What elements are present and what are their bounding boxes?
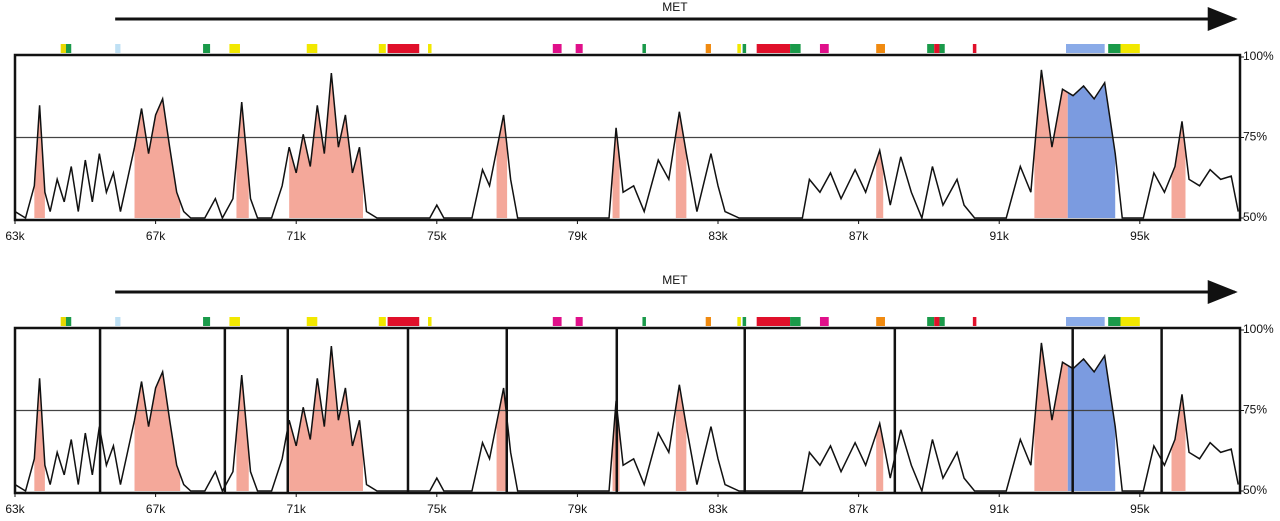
repeat-feature xyxy=(115,317,121,326)
repeat-feature xyxy=(1066,317,1105,326)
repeat-feature xyxy=(1120,317,1140,326)
repeat-feature xyxy=(428,317,432,326)
repeat-feature xyxy=(876,44,885,53)
repeat-feature xyxy=(934,44,940,53)
repeat-feature xyxy=(790,44,801,53)
conserved-region xyxy=(1067,82,1116,218)
x-tick-label: 95k xyxy=(1130,229,1150,243)
repeat-feature xyxy=(756,44,791,53)
x-tick-label: 91k xyxy=(990,502,1010,516)
conserved-region xyxy=(34,105,45,218)
repeat-feature xyxy=(203,317,211,326)
repeat-feature xyxy=(552,317,562,326)
conserved-region xyxy=(1034,69,1068,218)
conserved-region xyxy=(134,98,181,218)
x-tick-label: 63k xyxy=(5,502,25,516)
conserved-region xyxy=(134,371,181,491)
repeat-feature xyxy=(876,317,885,326)
x-tick-label: 75k xyxy=(427,229,447,243)
conserved-region xyxy=(1171,121,1186,218)
repeat-feature xyxy=(65,317,72,326)
x-tick-label: 75k xyxy=(427,502,447,516)
x-tick-label: 71k xyxy=(287,502,307,516)
x-tick-label: 67k xyxy=(146,502,166,516)
x-tick-label: 83k xyxy=(708,502,728,516)
conserved-region xyxy=(34,378,45,491)
repeat-feature xyxy=(790,317,801,326)
repeat-feature xyxy=(927,44,935,53)
repeat-feature xyxy=(939,44,945,53)
conserved-region xyxy=(876,150,884,218)
y-tick-label: 100% xyxy=(1243,322,1274,336)
repeat-feature xyxy=(387,317,420,326)
conserved-region xyxy=(1067,355,1116,491)
repeat-feature xyxy=(1108,44,1121,53)
x-tick-label: 79k xyxy=(568,502,588,516)
repeat-feature xyxy=(1108,317,1121,326)
repeat-feature xyxy=(203,44,211,53)
x-tick-label: 83k xyxy=(708,229,728,243)
repeat-feature xyxy=(737,44,741,53)
conserved-region xyxy=(876,423,884,491)
repeat-feature xyxy=(972,44,977,53)
repeat-feature xyxy=(575,44,583,53)
repeat-feature xyxy=(60,317,66,326)
repeat-feature xyxy=(378,44,386,53)
x-tick-label: 87k xyxy=(849,502,869,516)
conserved-region xyxy=(1034,342,1068,491)
repeat-feature xyxy=(60,44,66,53)
x-tick-label: 67k xyxy=(146,229,166,243)
repeat-feature xyxy=(575,317,583,326)
repeat-feature xyxy=(428,44,432,53)
repeat-feature xyxy=(229,44,240,53)
x-tick-label: 95k xyxy=(1130,502,1150,516)
repeat-feature xyxy=(306,44,318,53)
repeat-feature xyxy=(65,44,72,53)
repeat-feature xyxy=(705,317,711,326)
repeat-feature xyxy=(819,44,829,53)
gene-name: MET xyxy=(662,0,688,14)
repeat-feature xyxy=(1066,44,1105,53)
y-tick-label: 75% xyxy=(1243,403,1267,417)
repeat-feature xyxy=(378,317,386,326)
y-tick-label: 50% xyxy=(1243,483,1267,497)
repeat-feature xyxy=(552,44,562,53)
y-tick-label: 50% xyxy=(1243,210,1267,224)
repeat-feature xyxy=(742,317,747,326)
y-tick-label: 75% xyxy=(1243,130,1267,144)
conserved-region xyxy=(289,73,363,218)
x-tick-label: 63k xyxy=(5,229,25,243)
repeat-feature xyxy=(934,317,940,326)
x-tick-label: 79k xyxy=(568,229,588,243)
repeat-feature xyxy=(642,44,646,53)
x-tick-label: 91k xyxy=(990,229,1010,243)
repeat-feature xyxy=(756,317,791,326)
repeat-feature xyxy=(306,317,318,326)
repeat-feature xyxy=(737,317,741,326)
repeat-feature xyxy=(705,44,711,53)
repeat-feature xyxy=(927,317,935,326)
repeat-feature xyxy=(115,44,121,53)
repeat-feature xyxy=(387,44,420,53)
repeat-feature xyxy=(939,317,945,326)
y-tick-label: 100% xyxy=(1243,49,1274,63)
x-tick-label: 87k xyxy=(849,229,869,243)
repeat-feature xyxy=(742,44,747,53)
repeat-feature xyxy=(642,317,646,326)
conservation-line xyxy=(14,342,1239,494)
vista-panel: MET 50% 75% 100% 63k 67k 71k 75k 79k 83k 87k 91k 95k xyxy=(5,0,1274,243)
repeat-feature xyxy=(1120,44,1140,53)
conserved-region xyxy=(289,346,363,491)
x-tick-label: 71k xyxy=(287,229,307,243)
repeat-feature xyxy=(229,317,240,326)
gene-name: MET xyxy=(662,273,688,287)
repeat-feature xyxy=(819,317,829,326)
conserved-region xyxy=(1171,394,1186,491)
vista-panel: MET 50% 75% 100% 63k 67k 71k 75k 79k 83k 87k 91k 95k xyxy=(5,273,1274,516)
repeat-feature xyxy=(972,317,977,326)
conservation-line xyxy=(14,69,1239,221)
